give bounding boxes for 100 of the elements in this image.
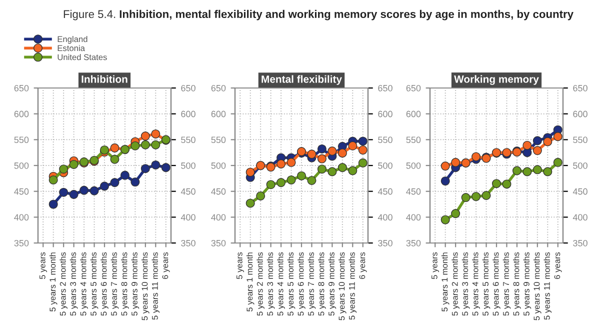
point <box>286 158 296 167</box>
text: Inhibition, mental flexibility and working memory scores by age in months, by country <box>120 10 574 20</box>
x-tick-label: 5 years <box>432 252 439 280</box>
x-tick-label: 5 years 3 months <box>70 252 78 316</box>
point <box>317 164 326 174</box>
point <box>90 186 99 196</box>
x-tick-label: 5 years 1 month <box>49 252 58 312</box>
point <box>543 137 552 146</box>
y2-tick-label: 500 <box>181 162 196 169</box>
x-tick-label: 5 years 9 months <box>523 252 532 316</box>
x-tick-label: 5 years 3 months <box>266 252 275 316</box>
y2-tick-label: 550 <box>378 136 392 144</box>
point <box>328 146 337 156</box>
y2-tick-label: 450 <box>378 188 392 195</box>
y2-tick-label: 450 <box>572 188 588 195</box>
point <box>80 186 89 195</box>
point <box>100 145 110 155</box>
point <box>110 154 120 164</box>
y-tick-label: 500 <box>14 162 29 169</box>
point <box>276 159 286 168</box>
point <box>266 180 276 190</box>
x-tick-label: 5 years 10 months <box>534 252 542 320</box>
y-tick-label: 450 <box>211 188 226 195</box>
point <box>358 136 368 146</box>
point <box>48 175 58 184</box>
y2-tick-label: 600 <box>378 110 392 118</box>
y-tick-label: 450 <box>406 188 421 195</box>
point <box>358 158 368 168</box>
y-tick-label: 400 <box>406 214 421 221</box>
point <box>522 140 532 150</box>
point <box>151 140 160 150</box>
x-tick-label: 5 years 5 months <box>287 252 296 316</box>
y-tick-label: 350 <box>406 240 421 246</box>
x-tick-label: 5 years 7 months <box>308 252 316 316</box>
y-tick-label: 650 <box>211 84 226 92</box>
x-tick-label: 6 years <box>359 252 367 279</box>
y2-tick-label: 350 <box>573 240 588 246</box>
y-tick-label: 600 <box>14 110 29 118</box>
point <box>130 178 140 187</box>
point <box>358 145 368 155</box>
x-tick-label: 5 years 11 months <box>544 252 552 320</box>
x-tick-label: 5 years 7 months <box>502 252 511 316</box>
x-tick-label: 5 years 6 months <box>100 252 108 316</box>
y2-tick-label: 550 <box>573 136 588 144</box>
x-tick-label: 5 years 5 months <box>90 252 98 316</box>
y2-tick-label: 650 <box>181 84 196 92</box>
y-tick-label: 550 <box>14 136 29 144</box>
point <box>492 179 502 188</box>
y-tick-label: 650 <box>406 84 421 92</box>
point <box>512 166 522 176</box>
y2-tick-label: 450 <box>180 188 196 195</box>
x-tick-label: 5 years 4 months <box>277 252 285 316</box>
y-tick-label: 600 <box>211 110 226 118</box>
y2-tick-label: 600 <box>181 110 196 118</box>
point <box>296 171 306 180</box>
point <box>151 160 160 170</box>
point <box>307 150 316 159</box>
x-tick-label: 6 years <box>554 252 562 279</box>
x-tick-label: 6 years <box>162 252 170 279</box>
y2-tick-label: 600 <box>573 110 588 118</box>
chart-title: Working memory <box>454 75 539 85</box>
point <box>440 215 450 224</box>
x-tick-label: 5 years 8 months <box>318 252 326 316</box>
x-tick-label: 5 years 9 months <box>131 252 140 316</box>
x-tick-label: 5 years 1 month <box>441 252 450 312</box>
point <box>276 178 286 188</box>
point <box>543 167 552 176</box>
point <box>440 162 450 171</box>
y-tick-label: 500 <box>211 162 226 169</box>
point <box>553 132 562 142</box>
y-tick-label: 400 <box>14 214 29 221</box>
y2-tick-label: 400 <box>572 214 588 221</box>
y-tick-label: 550 <box>406 136 421 144</box>
point <box>307 176 316 185</box>
chart-title: Inhibition <box>82 75 128 83</box>
point <box>69 190 78 199</box>
y-tick-label: 600 <box>406 110 421 118</box>
y2-tick-label: 400 <box>180 214 196 221</box>
point <box>472 192 481 202</box>
y-tick-label: 350 <box>14 240 29 246</box>
legend-label: England <box>58 36 88 44</box>
x-tick-label: 5 years 4 months <box>80 252 88 316</box>
y2-tick-label: 650 <box>378 84 392 92</box>
point <box>130 141 140 150</box>
legend-label: Estonia <box>58 44 85 52</box>
x-tick-label: 5 years 11 months <box>152 252 160 320</box>
point <box>317 154 326 164</box>
x-tick-label: 5 years 1 month <box>246 252 254 312</box>
point <box>256 191 266 200</box>
point <box>151 129 160 138</box>
point <box>110 143 120 152</box>
point <box>532 146 542 156</box>
point <box>532 165 542 174</box>
x-tick-label: 5 years 2 months <box>256 252 264 316</box>
x-tick-label: 5 years 9 months <box>328 252 336 316</box>
x-tick-label: 5 years 11 months <box>348 252 357 320</box>
point <box>140 132 150 141</box>
x-tick-label: 5 years 6 months <box>492 252 500 316</box>
x-tick-label: 5 years 10 months <box>142 252 150 320</box>
point <box>461 193 470 202</box>
